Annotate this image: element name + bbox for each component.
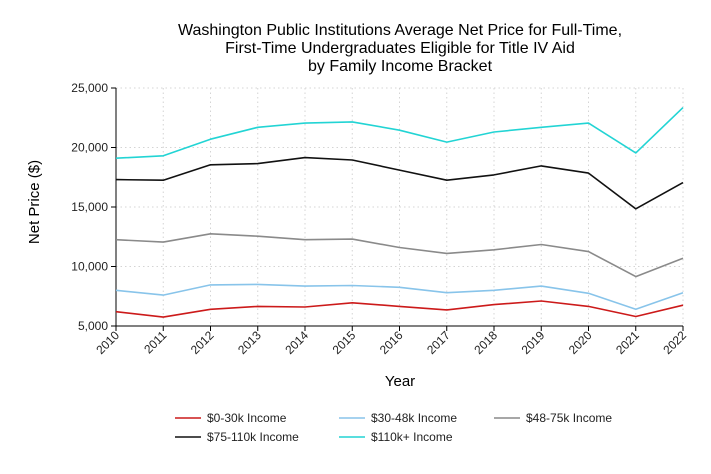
series-lines (115, 107, 684, 318)
x-tick-label: 2011 (141, 328, 169, 356)
y-tick-label: 20,000 (71, 141, 108, 155)
legend-label: $110k+ Income (371, 430, 453, 444)
legend: $0-30k Income $30-48k Income $48-75k Incom… (175, 411, 612, 444)
series-line (115, 300, 684, 318)
y-tick-label: 15,000 (71, 200, 108, 214)
x-tick-label: 2013 (235, 328, 264, 357)
x-tick-label: 2016 (377, 328, 406, 357)
chart-title-line-2: First-Time Undergraduates Eligible for T… (225, 40, 575, 57)
legend-label: $30-48k Income (371, 411, 457, 425)
x-tick-label: 2012 (188, 328, 217, 357)
x-tick-label: 2019 (519, 328, 548, 357)
x-tick-label: 2014 (282, 328, 311, 357)
x-axis-label: Year (385, 373, 415, 390)
y-tick-labels: 5,000 10,000 15,000 20,000 25,000 (71, 81, 116, 333)
x-tick-label: 2020 (566, 328, 595, 357)
x-tick-label: 2017 (424, 328, 453, 357)
series-line (115, 283, 684, 311)
y-tick-label: 10,000 (71, 260, 108, 274)
chart-title: Washington Public Institutions Average N… (178, 22, 622, 75)
series-line (115, 233, 684, 278)
legend-label: $75-110k Income (207, 430, 299, 444)
legend-label: $0-30k Income (207, 411, 287, 425)
gridlines (115, 87, 684, 327)
x-tick-label: 2015 (330, 328, 359, 357)
chart-title-line-1: Washington Public Institutions Average N… (178, 22, 622, 39)
legend-label: $48-75k Income (526, 411, 612, 425)
y-tick-label: 5,000 (78, 319, 108, 333)
x-tick-label: 2022 (660, 328, 689, 357)
x-tick-label: 2021 (613, 328, 642, 357)
x-tick-label: 2018 (471, 328, 500, 357)
y-tick-label: 25,000 (71, 81, 108, 95)
chart-title-line-3: by Family Income Bracket (308, 58, 493, 75)
series-line (115, 107, 684, 159)
y-axis-label: Net Price ($) (26, 160, 43, 244)
x-tick-labels: 2010 2011 2012 2013 2014 2015 2016 2017 2018 2019… (93, 326, 689, 357)
series-line (115, 156, 684, 210)
